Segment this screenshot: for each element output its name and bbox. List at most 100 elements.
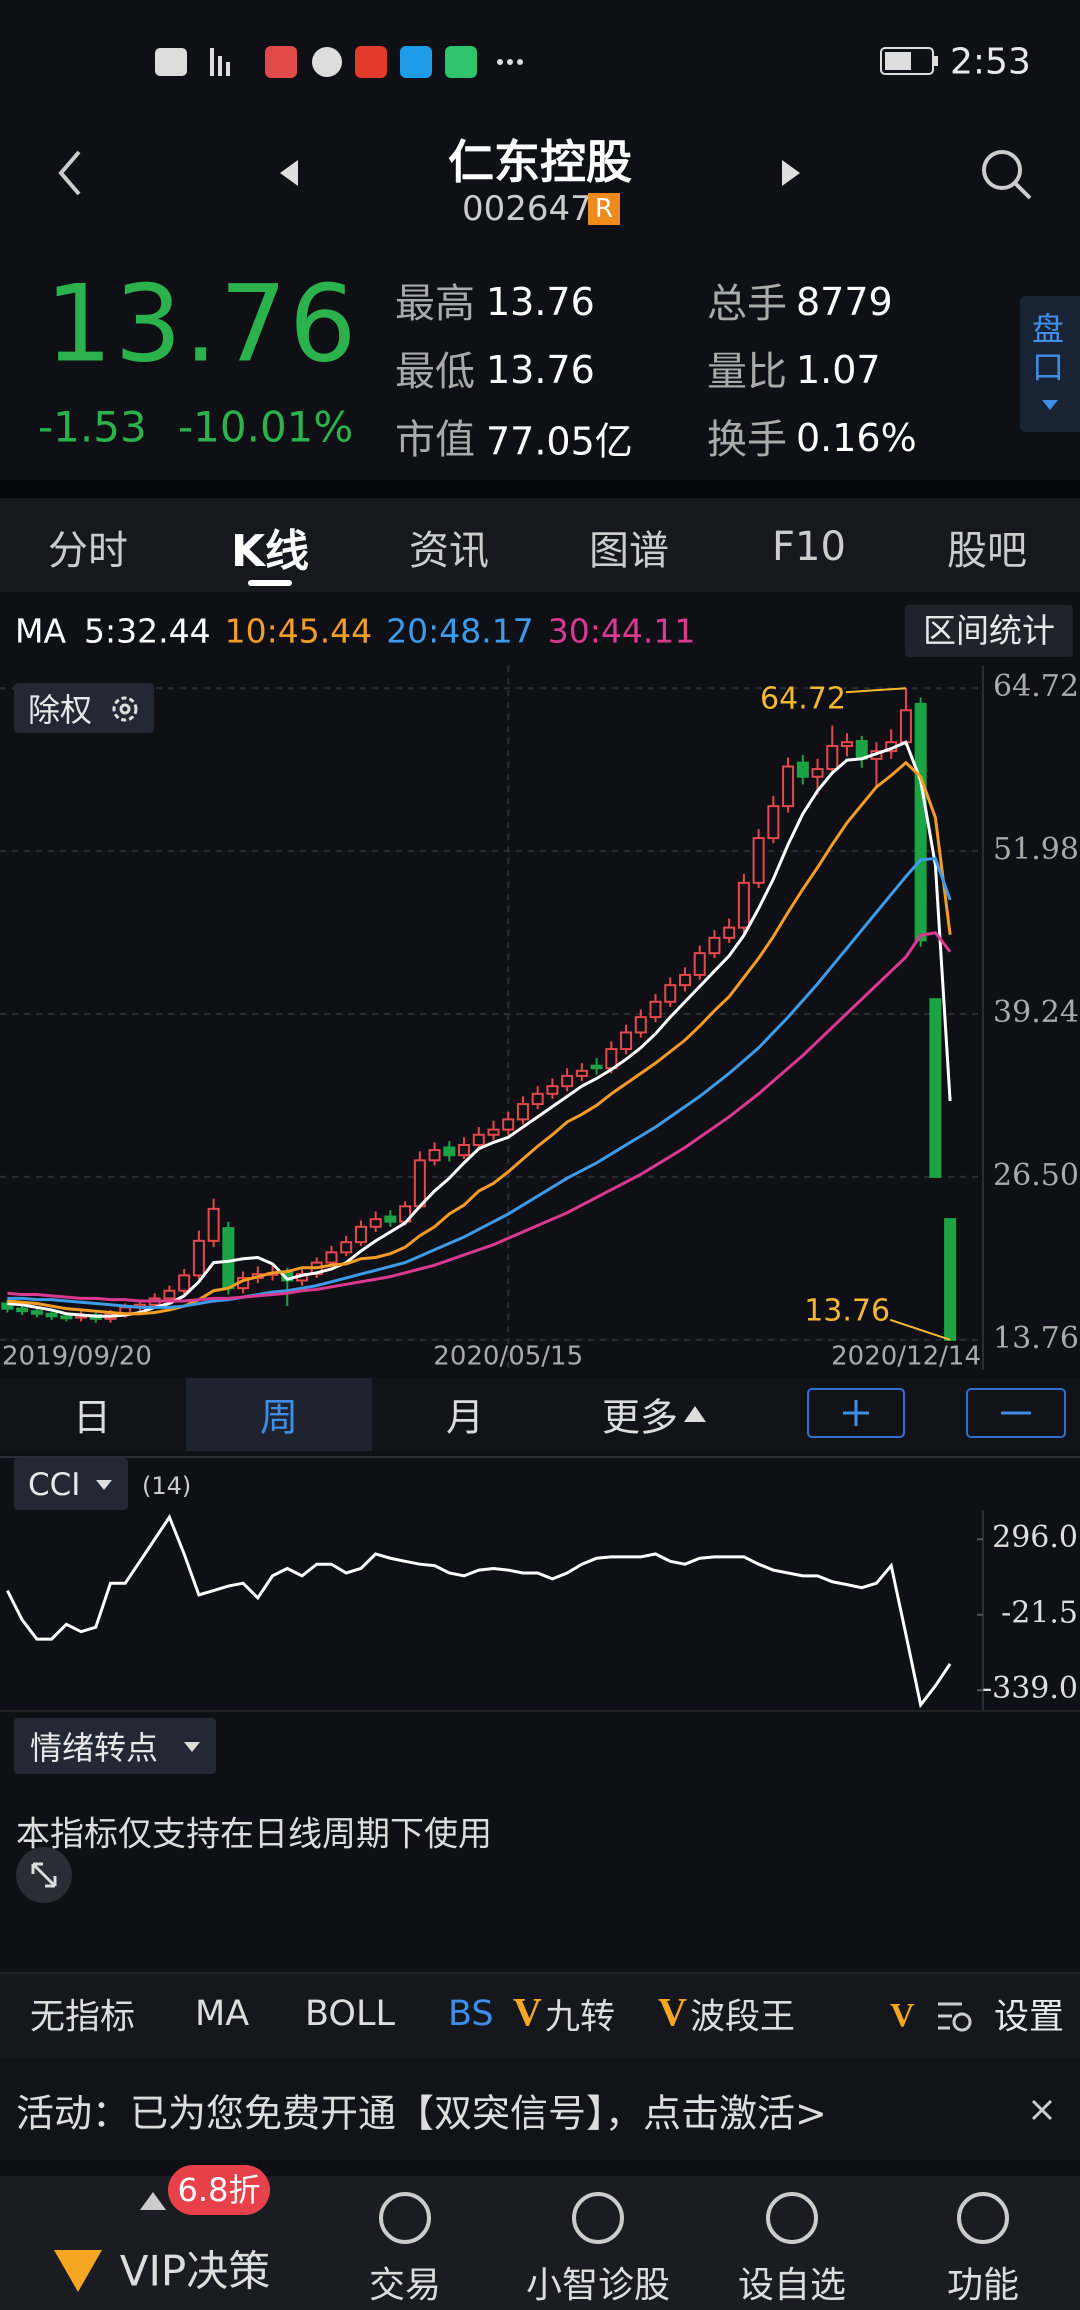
expand-button[interactable] — [15, 1846, 73, 1904]
change: -1.53 — [38, 402, 147, 452]
y-tick-label: 51.98 — [993, 832, 1079, 867]
candle-body — [796, 761, 809, 778]
banner-text[interactable]: 活动：已为您免费开通【双突信号】，点击激活> — [16, 2091, 827, 2136]
y-tick-label: 64.72 — [993, 669, 1079, 704]
annotation-leader — [889, 1318, 951, 1341]
nav-label[interactable]: VIP决策 — [119, 2246, 271, 2296]
ma-label: MA — [15, 611, 67, 651]
settings-gear[interactable] — [108, 692, 142, 726]
ma-line — [7, 931, 952, 1303]
period-active — [186, 1378, 372, 1451]
cci-arrow — [96, 1480, 112, 1490]
candle-body — [340, 1241, 353, 1254]
candle-body — [546, 1085, 559, 1095]
stat-value: 1.07 — [796, 348, 881, 392]
range-stat-button[interactable]: 区间统计 — [905, 605, 1073, 657]
candle-body — [826, 745, 839, 771]
candle-body — [944, 1218, 957, 1341]
nav-icon[interactable] — [570, 2190, 626, 2246]
candle-body — [634, 1016, 647, 1034]
legend-entry: 20:48.17 — [386, 611, 534, 651]
candle-body — [649, 1000, 662, 1019]
stock-name: 仁东控股 — [448, 135, 632, 189]
badge: R — [588, 193, 620, 225]
nav-label[interactable]: 小智诊股 — [525, 2265, 670, 2306]
cci-line — [6, 1513, 952, 1709]
banner[interactable] — [0, 2058, 1080, 2160]
stat-label: 市值 — [395, 417, 475, 463]
tab[interactable]: 图谱 — [589, 528, 669, 574]
nav-icon[interactable] — [955, 2190, 1011, 2246]
candle-body — [737, 881, 750, 929]
ma-row — [0, 594, 1080, 666]
signal-arrow — [184, 1742, 200, 1752]
indicator-tab[interactable]: MA — [195, 1994, 250, 2034]
candle-body — [914, 702, 927, 942]
x-tick-label: 2019/09/20 — [2, 1342, 152, 1371]
tab[interactable]: 资讯 — [409, 528, 489, 574]
candle-body — [664, 984, 677, 1003]
cci-button[interactable] — [14, 1458, 128, 1510]
search-button[interactable] — [980, 148, 1034, 202]
close-button[interactable] — [1030, 2098, 1054, 2122]
adjust-button[interactable] — [14, 683, 154, 733]
indicator-tab[interactable]: BOLL — [305, 1994, 395, 2034]
indicator-tab[interactable]: 无指标 — [30, 1997, 136, 2038]
stat-label: 最高 — [395, 281, 475, 327]
indicator-tab[interactable]: 波段王 — [690, 1997, 796, 2038]
vip-mark: V — [513, 1989, 542, 2035]
candle-body — [207, 1207, 220, 1242]
zoom-buttons[interactable] — [807, 1388, 1067, 1440]
candle-body — [575, 1069, 588, 1077]
signal-button[interactable] — [14, 1718, 216, 1774]
candle-body — [222, 1227, 235, 1290]
nav-icon-ring — [379, 2192, 431, 2244]
cci-chart: 296.0 -21.5 -339.0 — [0, 1456, 1080, 1710]
period-tab[interactable]: 更多 — [601, 1395, 678, 1440]
stat-value: 13.76 — [486, 348, 595, 392]
candle-body — [458, 1143, 471, 1157]
nav-label[interactable]: 设自选 — [737, 2265, 846, 2306]
settings-label[interactable]: 设置 — [994, 1997, 1065, 2038]
period-tab[interactable]: 周 — [259, 1395, 298, 1440]
period-tab[interactable]: 月 — [445, 1395, 484, 1440]
tab[interactable]: F10 — [772, 524, 846, 570]
vip-mark: V — [890, 1998, 915, 2034]
vip-diamond — [54, 2250, 102, 2292]
signal-label[interactable]: 情绪转点 — [30, 1729, 159, 1767]
tab[interactable]: K线 — [230, 526, 310, 577]
candle-body — [516, 1103, 529, 1121]
settings-icon[interactable]: V — [888, 1998, 974, 2034]
candle-body — [590, 1064, 603, 1070]
candle-body — [782, 765, 795, 808]
cci-title[interactable]: CCI — [28, 1467, 81, 1503]
price: 13.76 — [45, 262, 359, 386]
nav-icon-ring — [957, 2192, 1009, 2244]
prev-stock[interactable] — [278, 158, 300, 188]
indicator-tab[interactable]: BS — [448, 1994, 494, 2034]
nav-icon-ring — [572, 2192, 624, 2244]
adjust-label[interactable]: 除权 — [28, 691, 93, 729]
annotation: 13.76 — [804, 1293, 890, 1328]
nav-label[interactable]: 交易 — [368, 2265, 441, 2306]
candle-body — [369, 1218, 382, 1228]
candle-body — [413, 1159, 426, 1208]
candle-body — [30, 1310, 43, 1315]
next-stock[interactable] — [780, 158, 802, 188]
nav-icon[interactable] — [377, 2190, 433, 2246]
back-button[interactable] — [55, 148, 85, 198]
nav-label[interactable]: 功能 — [946, 2265, 1019, 2306]
indicator-tab[interactable]: 九转 — [545, 1997, 616, 2038]
tab[interactable]: 股吧 — [947, 528, 1027, 574]
period-tab[interactable]: 日 — [72, 1395, 111, 1440]
candle-body — [60, 1315, 73, 1320]
stat-label: 最低 — [395, 349, 475, 395]
signal-note: 本指标仅支持在日线周期下使用 — [16, 1814, 492, 1855]
nav-icon[interactable] — [764, 2190, 820, 2246]
side-tab-label[interactable]: 盘口 — [1032, 310, 1065, 386]
up-arrow — [140, 2192, 166, 2210]
candle-body — [899, 709, 912, 744]
legend-entry: 5:32.44 — [84, 611, 211, 651]
tab[interactable]: 分时 — [48, 528, 128, 574]
